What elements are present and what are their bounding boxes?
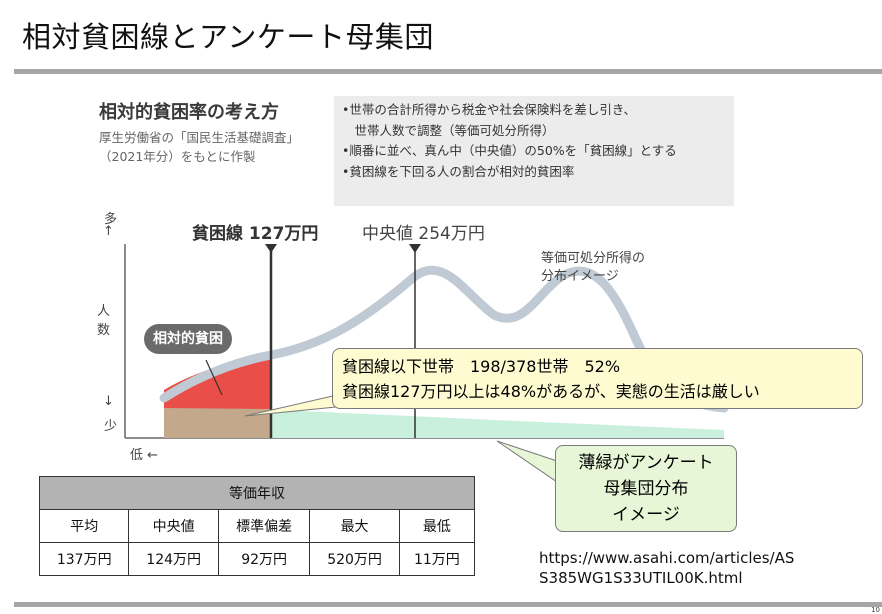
table-value-cell: 137万円 bbox=[38, 542, 130, 576]
explanation-line: •世帯の合計所得から税金や社会保険料を差し引き、 bbox=[342, 102, 636, 117]
median-line-arrow bbox=[409, 244, 421, 253]
survey-population-callout: 薄緑がアンケート 母集団分布 イメージ bbox=[555, 445, 737, 532]
table-value-row: 137万円 124万円 92万円 520万円 11万円 bbox=[38, 542, 476, 576]
poverty-line-label: 貧困線 127万円 bbox=[192, 224, 319, 244]
y-axis-top-label: 多 bbox=[104, 212, 118, 227]
figure-subtitle-line: 厚生労働省の「国民生活基礎調査」 bbox=[99, 130, 300, 145]
relative-poverty-badge: 相対的貧困 bbox=[144, 324, 232, 354]
explanation-line: 世帯人数で調整（等価可処分所得） bbox=[342, 122, 555, 138]
curve-label-line: 等価可処分所得の bbox=[541, 251, 646, 266]
y-axis-bottom-label: 少 bbox=[104, 419, 118, 434]
callout-line: 貧困線127万円以上は48%があるが、実態の生活は厳しい bbox=[342, 382, 760, 401]
table-title-row: 等価年収 bbox=[39, 476, 475, 510]
explanation-line: •順番に並べ、真ん中（中央値）の50%を「貧困線」とする bbox=[342, 143, 677, 158]
table-header-cell: 平均 bbox=[38, 509, 130, 543]
source-url-line[interactable]: https://www.asahi.com/articles/AS bbox=[539, 549, 795, 567]
table-header-row: 平均 中央値 標準偏差 最大 最低 bbox=[38, 509, 476, 543]
page-number: 10 bbox=[871, 606, 880, 614]
table-header-cell: 最大 bbox=[309, 509, 400, 543]
badge-pointer bbox=[205, 359, 223, 396]
median-label: 中央値 254万円 bbox=[362, 224, 485, 244]
explanation-box: •世帯の合計所得から税金や社会保険料を差し引き、 世帯人数で調整（等価可処分所得… bbox=[334, 96, 734, 206]
poverty-line-arrow bbox=[265, 244, 277, 253]
table-value-cell: 520万円 bbox=[309, 542, 400, 576]
table-value-cell: 92万円 bbox=[217, 542, 311, 576]
source-url[interactable]: https://www.asahi.com/articles/AS S385WG… bbox=[539, 548, 794, 588]
curve-label-line: 分布イメージ bbox=[541, 269, 619, 284]
overlap-area bbox=[164, 408, 271, 438]
callout-line: 母集団分布 bbox=[603, 479, 689, 499]
table-value-cell: 11万円 bbox=[398, 542, 476, 576]
source-url-line[interactable]: S385WG1S33UTIL00K.html bbox=[539, 569, 743, 587]
slide-title: 相対貧困線とアンケート母集団 bbox=[22, 20, 434, 54]
top-divider bbox=[14, 69, 882, 74]
figure-subtitle-line: （2021年分）をもとに作製 bbox=[99, 149, 256, 164]
y-axis-down-arrow: ↓ bbox=[103, 394, 114, 409]
explanation-line: •貧困線を下回る人の割合が相対的貧困率 bbox=[342, 163, 575, 179]
y-axis-label-char: 人 bbox=[97, 304, 111, 319]
x-axis-label: 低 ← bbox=[130, 448, 159, 463]
table-header-cell: 標準偏差 bbox=[217, 509, 311, 543]
table-value-cell: 124万円 bbox=[128, 542, 219, 576]
table-header-cell: 中央値 bbox=[128, 509, 219, 543]
figure-subtitle: 厚生労働省の「国民生活基礎調査」 （2021年分）をもとに作製 bbox=[99, 128, 299, 166]
curve-label: 等価可処分所得の 分布イメージ bbox=[541, 250, 645, 286]
figure-title: 相対的貧困率の考え方 bbox=[99, 102, 279, 123]
poverty-stats-callout: 貧困線以下世帯 198/378世帯 52% 貧困線127万円以上は48%があるが… bbox=[332, 348, 863, 409]
callout-line: 薄緑がアンケート bbox=[578, 453, 714, 473]
callout-line: 貧困線以下世帯 198/378世帯 52% bbox=[342, 357, 621, 376]
y-axis-label-char: 数 bbox=[97, 323, 111, 338]
y-axis-up-arrow: ↑ bbox=[103, 224, 114, 239]
equivalent-income-table: 等価年収 平均 中央値 標準偏差 最大 最低 137万円 124万円 92万円 … bbox=[38, 476, 476, 576]
bottom-divider bbox=[14, 602, 882, 607]
poverty-diagram: 相対的貧困率の考え方 厚生労働省の「国民生活基礎調査」 （2021年分）をもとに… bbox=[94, 90, 744, 463]
callout-line: イメージ bbox=[612, 505, 680, 525]
table-header-cell: 最低 bbox=[398, 509, 476, 543]
table-title: 等価年収 bbox=[39, 476, 475, 510]
